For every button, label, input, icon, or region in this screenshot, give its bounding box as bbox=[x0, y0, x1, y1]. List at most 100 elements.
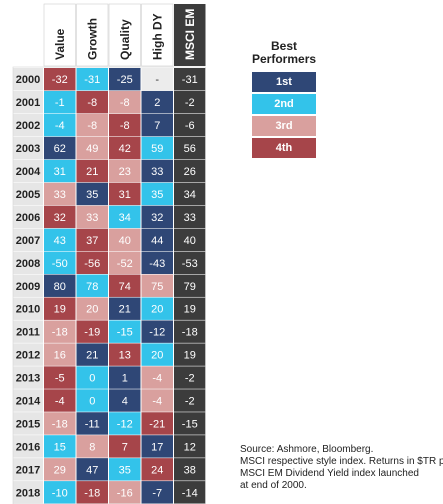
year-label: 2000 bbox=[16, 74, 40, 86]
table-cell-bg bbox=[109, 366, 141, 389]
table-cell-value: 33 bbox=[151, 166, 163, 178]
year-cell-bg bbox=[13, 297, 43, 320]
table-cell-value: 62 bbox=[54, 143, 66, 155]
year-cell-bg bbox=[13, 481, 43, 504]
table-cell-value: 19 bbox=[54, 304, 66, 316]
table-cell-value: 43 bbox=[54, 235, 66, 247]
table-cell-bg bbox=[76, 68, 108, 91]
table-cell-value: 35 bbox=[86, 189, 98, 201]
year-label: 2001 bbox=[16, 97, 40, 109]
table-cell-value: 75 bbox=[151, 281, 163, 293]
table-cell-value: -11 bbox=[85, 418, 100, 430]
table-cell-bg bbox=[141, 343, 173, 366]
table-cell-bg bbox=[76, 320, 108, 343]
table-cell-value: -10 bbox=[52, 487, 68, 499]
legend-title-line2: Performers bbox=[252, 52, 317, 66]
table-cell-bg bbox=[141, 274, 173, 297]
table-cell-value: -2 bbox=[185, 373, 195, 385]
table-cell-bg bbox=[174, 251, 206, 274]
table-cell-bg bbox=[141, 136, 173, 160]
table-cell-value: -21 bbox=[149, 418, 165, 430]
table-cell-bg bbox=[174, 68, 206, 91]
table-cell-bg bbox=[174, 228, 206, 252]
table-cell-bg bbox=[174, 343, 206, 366]
table-cell-value: 26 bbox=[184, 166, 196, 178]
table-cell-value: -8 bbox=[120, 120, 130, 132]
table-cell-value: 33 bbox=[54, 189, 66, 201]
table-cell-value: 15 bbox=[54, 441, 66, 453]
table-cell-value: 23 bbox=[119, 166, 131, 178]
table-cell-value: 21 bbox=[119, 304, 131, 316]
table-cell-bg bbox=[174, 412, 206, 435]
table-cell-bg bbox=[141, 251, 173, 274]
table-cell-bg bbox=[76, 205, 108, 229]
table-cell-value: 29 bbox=[54, 464, 66, 476]
table-cell-bg bbox=[141, 481, 173, 504]
table-cell-bg bbox=[141, 366, 173, 389]
column-header-1: Growth bbox=[85, 18, 99, 60]
legend-title-line1: Best bbox=[270, 39, 297, 53]
year-label: 2005 bbox=[16, 189, 40, 201]
table-cell-value: 38 bbox=[184, 464, 196, 476]
table-cell-bg bbox=[109, 435, 141, 458]
column-header-bg-3 bbox=[141, 3, 174, 67]
table-cell-bg bbox=[109, 297, 141, 320]
year-cell-bg bbox=[13, 251, 43, 274]
table-cell-value: -8 bbox=[87, 120, 97, 132]
table-cell-bg bbox=[76, 251, 108, 274]
table-cell-value: -12 bbox=[117, 418, 133, 430]
year-cell-bg bbox=[13, 182, 43, 206]
table-cell-value: 35 bbox=[119, 464, 131, 476]
table-cell-value: -18 bbox=[52, 418, 68, 430]
table-cell-bg bbox=[141, 297, 173, 320]
table-cell-value: 0 bbox=[89, 396, 95, 408]
column-header-4: MSCI EM bbox=[183, 9, 197, 60]
table-cell-value: 7 bbox=[122, 441, 128, 453]
table-cell-value: -32 bbox=[52, 74, 68, 86]
table-cell-bg bbox=[109, 159, 141, 183]
table-cell-bg bbox=[44, 481, 76, 504]
table-cell-bg bbox=[44, 182, 76, 206]
table-cell-bg bbox=[174, 366, 206, 389]
table-cell-value: 19 bbox=[184, 304, 196, 316]
table-cell-value: 40 bbox=[184, 235, 196, 247]
table-cell-bg bbox=[141, 205, 173, 229]
year-cell-bg bbox=[13, 228, 43, 252]
table-cell-value: -6 bbox=[185, 120, 195, 132]
table-cell-value: 44 bbox=[151, 235, 163, 247]
table-cell-value: 12 bbox=[184, 441, 196, 453]
year-label: 2015 bbox=[16, 418, 40, 430]
year-label: 2014 bbox=[16, 396, 41, 408]
table-cell-value: -25 bbox=[117, 74, 133, 86]
table-cell-value: -18 bbox=[84, 487, 100, 499]
source-line-2: MSCI respective style index. Returns in … bbox=[240, 456, 443, 467]
table-cell-value: -18 bbox=[182, 327, 198, 339]
table-cell-value: 34 bbox=[119, 212, 131, 224]
table-cell-bg bbox=[141, 113, 173, 137]
table-cell-value: -4 bbox=[152, 396, 162, 408]
table-cell-bg bbox=[44, 297, 76, 320]
legend-item-1st: 1st bbox=[252, 72, 316, 92]
year-label: 2003 bbox=[16, 143, 40, 155]
year-label: 2004 bbox=[16, 166, 41, 178]
table-cell-bg bbox=[174, 481, 206, 504]
year-label: 2007 bbox=[16, 235, 40, 247]
column-header-bg-0 bbox=[43, 3, 76, 67]
year-label: 2002 bbox=[16, 120, 40, 132]
source-note: Source: Ashmore, Bloomberg. MSCI respect… bbox=[240, 444, 443, 492]
table-cell-bg bbox=[76, 136, 108, 160]
table-cell-value: 21 bbox=[86, 166, 98, 178]
table-cell-bg bbox=[109, 458, 141, 481]
table-cell-value: -52 bbox=[117, 258, 133, 270]
table-cell-value: -43 bbox=[149, 258, 165, 270]
table-cell-value: 7 bbox=[154, 120, 160, 132]
table-cell-bg bbox=[76, 159, 108, 183]
table-cell-bg bbox=[141, 68, 173, 91]
table-cell-bg bbox=[76, 481, 108, 504]
table-cell-value: 31 bbox=[54, 166, 66, 178]
year-cell-bg bbox=[13, 458, 43, 481]
table-cell-value: -8 bbox=[87, 97, 97, 109]
year-cell-bg bbox=[13, 412, 43, 435]
table-cell-value: 0 bbox=[89, 373, 95, 385]
